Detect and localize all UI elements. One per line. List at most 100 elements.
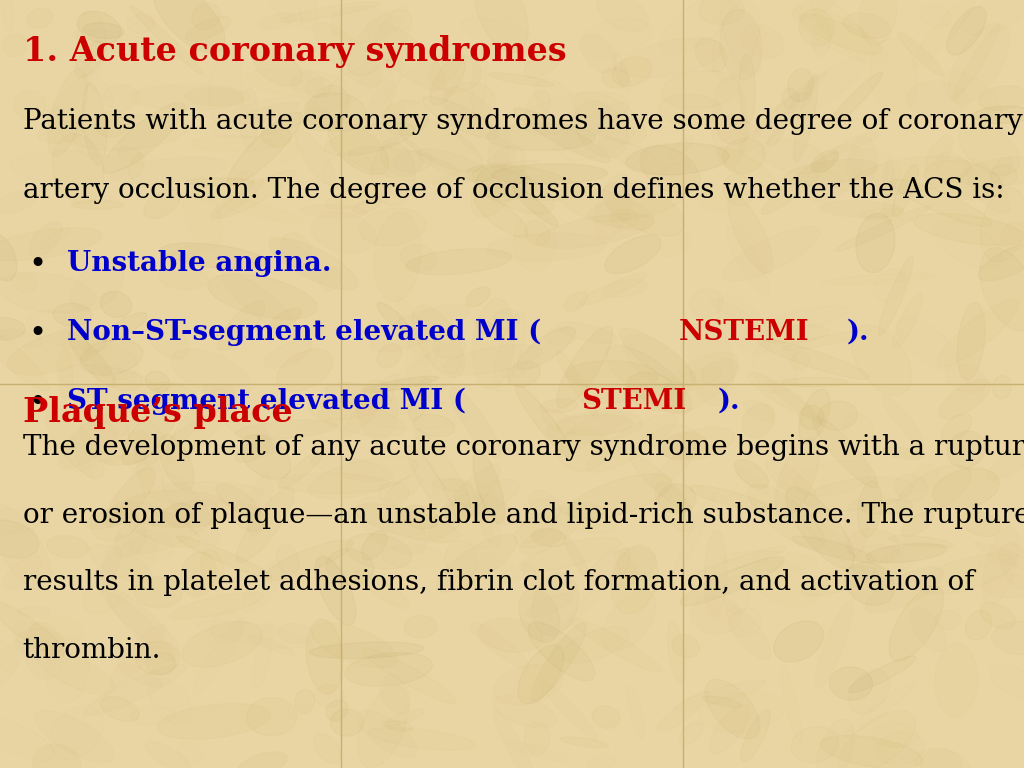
Ellipse shape	[269, 308, 301, 329]
Ellipse shape	[582, 391, 652, 404]
Ellipse shape	[602, 68, 629, 88]
Ellipse shape	[595, 174, 632, 240]
Ellipse shape	[966, 611, 991, 640]
Ellipse shape	[326, 184, 391, 209]
Ellipse shape	[913, 214, 1024, 245]
Ellipse shape	[775, 439, 819, 518]
Ellipse shape	[605, 235, 662, 273]
Ellipse shape	[980, 188, 1024, 262]
Ellipse shape	[191, 3, 220, 29]
Ellipse shape	[557, 415, 633, 435]
Ellipse shape	[610, 209, 638, 229]
Ellipse shape	[947, 6, 986, 55]
Text: results in platelet adhesions, fibrin clot formation, and activation of: results in platelet adhesions, fibrin cl…	[23, 569, 974, 596]
Ellipse shape	[528, 622, 595, 680]
Ellipse shape	[466, 286, 490, 306]
Ellipse shape	[0, 520, 39, 558]
Ellipse shape	[957, 303, 985, 380]
Ellipse shape	[758, 339, 869, 379]
Ellipse shape	[668, 622, 685, 683]
Text: thrombin.: thrombin.	[23, 637, 161, 664]
Text: ST segment elevated MI (: ST segment elevated MI (	[67, 388, 466, 415]
Ellipse shape	[999, 543, 1024, 589]
Ellipse shape	[176, 536, 272, 578]
Ellipse shape	[560, 737, 608, 747]
Ellipse shape	[473, 494, 512, 519]
Ellipse shape	[102, 313, 147, 342]
Text: The development of any acute coronary syndrome begins with a rupture: The development of any acute coronary sy…	[23, 434, 1024, 461]
Ellipse shape	[705, 530, 727, 617]
Ellipse shape	[617, 548, 630, 577]
Ellipse shape	[326, 700, 348, 720]
Ellipse shape	[611, 545, 658, 614]
Ellipse shape	[159, 435, 194, 490]
Ellipse shape	[429, 55, 482, 92]
Ellipse shape	[412, 305, 465, 377]
Ellipse shape	[276, 545, 299, 575]
Ellipse shape	[155, 382, 198, 403]
Ellipse shape	[766, 460, 818, 505]
Ellipse shape	[656, 691, 710, 732]
Ellipse shape	[349, 147, 460, 184]
Ellipse shape	[361, 531, 387, 560]
Ellipse shape	[866, 544, 947, 563]
Ellipse shape	[689, 289, 723, 317]
Ellipse shape	[145, 371, 170, 392]
Ellipse shape	[993, 375, 1012, 399]
Ellipse shape	[541, 399, 578, 412]
Ellipse shape	[331, 709, 364, 737]
Ellipse shape	[519, 589, 560, 642]
Ellipse shape	[680, 557, 784, 605]
Ellipse shape	[522, 561, 541, 588]
Ellipse shape	[846, 562, 895, 606]
Ellipse shape	[279, 2, 380, 22]
Ellipse shape	[400, 245, 437, 271]
Ellipse shape	[59, 365, 160, 403]
Ellipse shape	[429, 465, 500, 540]
Ellipse shape	[734, 460, 768, 488]
Ellipse shape	[524, 721, 550, 755]
Ellipse shape	[241, 435, 291, 479]
Ellipse shape	[792, 352, 809, 370]
Ellipse shape	[925, 135, 953, 171]
Ellipse shape	[374, 212, 421, 301]
Ellipse shape	[857, 481, 882, 537]
Text: 1. Acute coronary syndromes: 1. Acute coronary syndromes	[23, 35, 566, 68]
Ellipse shape	[314, 684, 344, 707]
Ellipse shape	[185, 178, 254, 186]
Ellipse shape	[414, 414, 455, 437]
Ellipse shape	[978, 241, 1024, 281]
Ellipse shape	[100, 291, 132, 317]
Ellipse shape	[890, 179, 991, 227]
Ellipse shape	[185, 16, 231, 41]
Ellipse shape	[787, 68, 813, 101]
Ellipse shape	[543, 409, 577, 435]
Ellipse shape	[78, 12, 121, 44]
Ellipse shape	[794, 74, 818, 163]
Ellipse shape	[959, 123, 1020, 175]
Ellipse shape	[247, 697, 297, 736]
Ellipse shape	[811, 150, 839, 172]
Text: •: •	[29, 319, 47, 349]
Ellipse shape	[690, 485, 769, 511]
Ellipse shape	[566, 361, 657, 389]
Ellipse shape	[3, 34, 26, 57]
Ellipse shape	[962, 511, 1000, 537]
Ellipse shape	[723, 138, 765, 174]
Ellipse shape	[660, 432, 708, 459]
Ellipse shape	[53, 303, 91, 326]
Ellipse shape	[30, 221, 62, 257]
Ellipse shape	[282, 233, 312, 266]
Ellipse shape	[701, 359, 739, 386]
Ellipse shape	[275, 473, 389, 494]
Ellipse shape	[182, 621, 262, 667]
Ellipse shape	[650, 425, 700, 456]
Ellipse shape	[279, 451, 324, 488]
Ellipse shape	[819, 200, 903, 217]
Ellipse shape	[825, 171, 849, 190]
Ellipse shape	[836, 206, 931, 251]
Ellipse shape	[847, 137, 877, 190]
Ellipse shape	[784, 159, 878, 186]
Ellipse shape	[33, 744, 81, 768]
Ellipse shape	[295, 690, 314, 714]
